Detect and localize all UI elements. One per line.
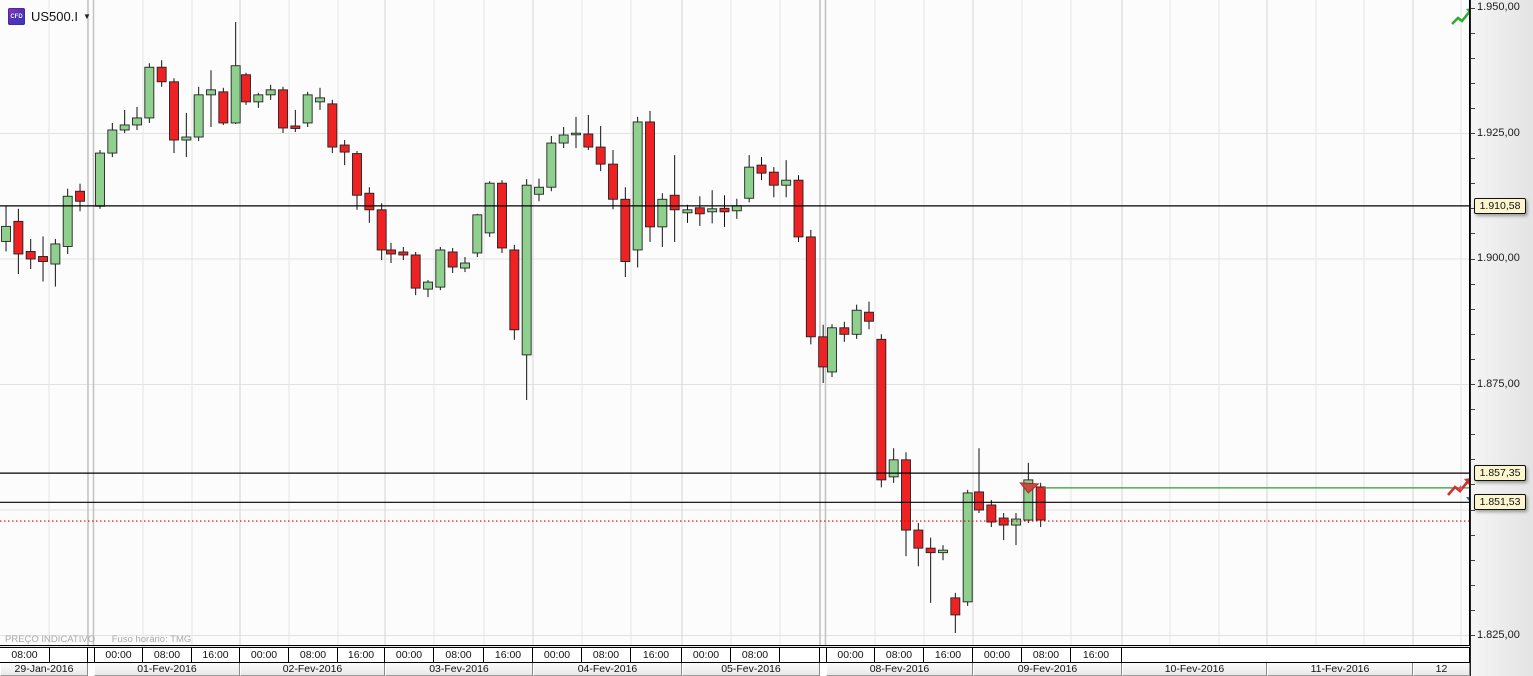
axis-tick (1471, 308, 1475, 310)
price-axis-label: 1.925,00 (1477, 126, 1520, 139)
hour-cell: 08:00 (875, 648, 924, 662)
hour-cell (780, 648, 820, 662)
hour-cell: 08:00 (582, 648, 631, 662)
price-axis[interactable]: 1.950,00 1.925,00 1.900,00 1.875,00 1.825,00… (1470, 0, 1533, 676)
price-axis-label: 1.950,00 (1477, 1, 1520, 13)
date-labels-row: 29-Jan-2016 01-Fev-2016 02-Fev-2016 03-Fev-… (0, 663, 1470, 676)
axis-tick (1471, 107, 1475, 109)
price-axis-label: 1.825,00 (1477, 628, 1520, 641)
hour-labels-row: 08:00 00:00 08:00 16:00 00:00 08:00 16:00 00:00… (0, 648, 1470, 663)
overlay-lines[interactable] (0, 205, 1470, 522)
hour-cell: 00:00 (826, 648, 875, 662)
axis-tick (1471, 384, 1475, 385)
price-chart-area[interactable]: CFD US500.I ▼ PREÇO INDICATIVO Fuso horá… (0, 0, 1470, 646)
axis-tick (1471, 133, 1475, 134)
date-cell: 11-Fev-2016 (1267, 663, 1413, 676)
date-cell: 04-Fev-2016 (533, 663, 682, 676)
axis-tick (1471, 283, 1475, 285)
axis-tick (1471, 7, 1475, 9)
axis-tick (1471, 358, 1475, 360)
instrument-symbol: US500.I (31, 9, 78, 24)
axis-tick (1471, 183, 1475, 185)
cfd-instrument-icon: CFD (8, 8, 25, 25)
date-cell: 29-Jan-2016 (0, 663, 88, 676)
price-level-box[interactable]: 1.910,58 (1474, 197, 1526, 214)
instrument-selector[interactable]: CFD US500.I ▼ (8, 8, 91, 25)
axis-tick (1471, 158, 1475, 160)
grid (0, 0, 1470, 646)
hour-cell: 16:00 (484, 648, 533, 662)
axis-tick (1471, 409, 1475, 411)
price-level-box[interactable]: 1.857,35 (1474, 465, 1526, 482)
price-axis-label: 1.875,00 (1477, 377, 1520, 390)
timezone-note: Fuso horário: TMG (111, 634, 192, 645)
axis-tick (1471, 32, 1475, 34)
date-cell: 01-Fev-2016 (94, 663, 240, 676)
sell-trade-marker[interactable] (1019, 482, 1040, 494)
date-cell: 09-Fev-2016 (973, 663, 1122, 676)
hour-cell: 00:00 (533, 648, 582, 662)
price-axis-label: 1.900,00 (1477, 252, 1520, 264)
axis-tick (1471, 584, 1475, 586)
axis-tick (1471, 559, 1475, 561)
candlestick-chart (0, 0, 1470, 646)
indicative-price-note: PREÇO INDICATIVO (5, 634, 96, 645)
hour-cell: 08:00 (1022, 648, 1071, 662)
hour-cell: 16:00 (924, 648, 973, 662)
hour-cell: 08:00 (731, 648, 780, 662)
candles (1, 22, 1046, 633)
axis-tick (1471, 208, 1475, 210)
date-cell: 02-Fev-2016 (240, 663, 385, 676)
hour-cell: 08:00 (434, 648, 484, 662)
time-axis[interactable]: 08:00 00:00 08:00 16:00 00:00 08:00 16:00 00:00… (0, 647, 1470, 676)
axis-tick (1471, 434, 1475, 436)
hour-cell: 00:00 (94, 648, 143, 662)
hour-cell: 00:00 (973, 648, 1022, 662)
price-level-box[interactable]: 1.851,53 (1474, 494, 1526, 511)
hour-cell: 16:00 (1071, 648, 1122, 662)
axis-tick (1471, 233, 1475, 235)
hour-cell (50, 648, 88, 662)
hour-cell: 00:00 (385, 648, 434, 662)
hour-cell: 08:00 (0, 648, 50, 662)
axis-tick (1471, 82, 1475, 84)
axis-tick (1471, 609, 1475, 611)
date-cell: 05-Fev-2016 (682, 663, 820, 676)
axis-tick (1471, 258, 1475, 260)
hour-cell: 08:00 (289, 648, 338, 662)
axis-tick (1471, 484, 1475, 486)
chevron-down-icon: ▼ (82, 12, 91, 21)
hour-cell: 16:00 (338, 648, 385, 662)
red-trend-arrow-icon[interactable] (1447, 478, 1470, 501)
axis-tick (1471, 534, 1475, 536)
date-cell: 12 (1413, 663, 1470, 676)
axis-tick (1471, 57, 1475, 59)
hour-cell (1122, 648, 1470, 662)
hour-cell: 16:00 (631, 648, 682, 662)
date-cell: 08-Fev-2016 (826, 663, 973, 676)
axis-tick (1471, 333, 1475, 335)
hour-cell: 08:00 (143, 648, 192, 662)
chart-footnotes: PREÇO INDICATIVO Fuso horário: TMG (5, 634, 205, 645)
axis-tick (1471, 635, 1475, 636)
hour-cell: 00:00 (682, 648, 731, 662)
hour-cell: 16:00 (192, 648, 240, 662)
hour-cell: 00:00 (240, 648, 289, 662)
axis-tick (1471, 459, 1475, 461)
axis-tick (1471, 509, 1475, 511)
date-cell: 10-Fev-2016 (1122, 663, 1267, 676)
date-cell: 03-Fev-2016 (385, 663, 533, 676)
